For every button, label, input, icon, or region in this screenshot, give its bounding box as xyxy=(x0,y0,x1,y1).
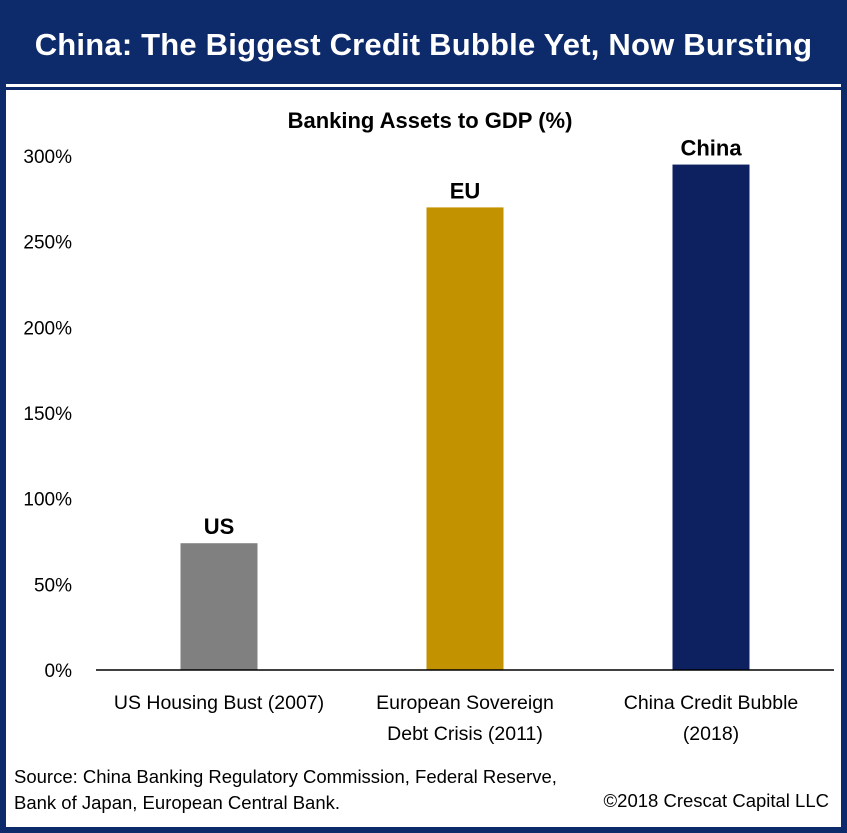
y-tick-label: 300% xyxy=(23,147,72,168)
bar-label: US xyxy=(204,514,235,539)
y-tick-label: 250% xyxy=(23,233,72,254)
bar xyxy=(672,164,750,671)
source-note: Source: China Banking Regulatory Commiss… xyxy=(14,766,557,813)
y-tick-label: 50% xyxy=(34,575,72,596)
header-divider xyxy=(6,87,841,90)
copyright-note: ©2018 Crescat Capital LLC xyxy=(603,790,829,811)
bar xyxy=(180,543,258,670)
bar-label: EU xyxy=(450,178,481,203)
x-tick-label: China Credit Bubble xyxy=(624,692,799,714)
y-tick-label: 200% xyxy=(23,318,72,339)
x-tick-label: Debt Crisis (2011) xyxy=(387,723,543,745)
x-tick-label: (2018) xyxy=(683,723,739,745)
chart-title: Banking Assets to GDP (%) xyxy=(287,108,573,133)
y-tick-label: 150% xyxy=(23,404,72,425)
bar-label: China xyxy=(680,136,742,161)
x-tick-label: US Housing Bust (2007) xyxy=(114,692,324,714)
x-tick-label: European Sovereign xyxy=(376,692,554,714)
bar xyxy=(426,207,504,670)
y-tick-label: 0% xyxy=(45,661,73,682)
y-tick-label: 100% xyxy=(23,490,72,511)
header-banner: China: The Biggest Credit Bubble Yet, No… xyxy=(6,6,841,87)
page-title: China: The Biggest Credit Bubble Yet, No… xyxy=(34,27,813,62)
